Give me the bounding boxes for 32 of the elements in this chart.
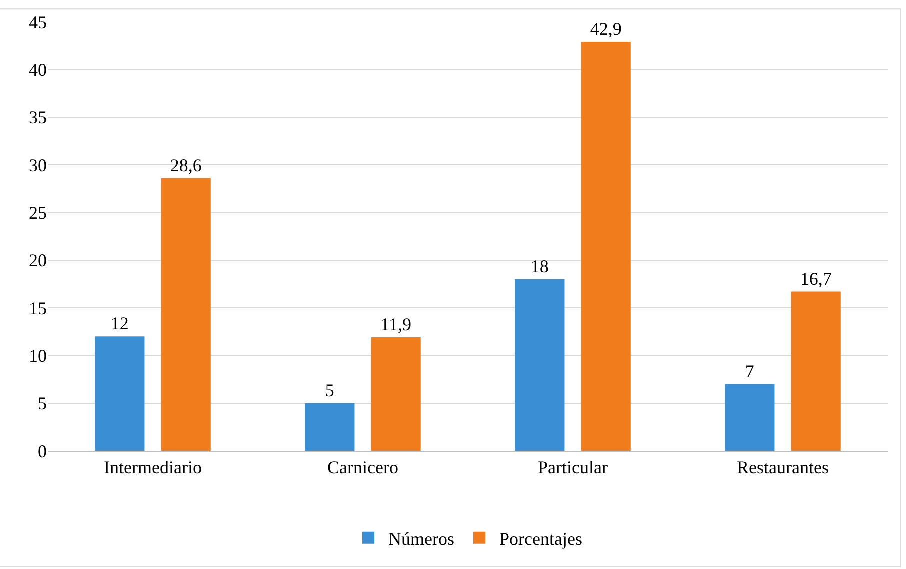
data-label: 5	[325, 380, 334, 400]
bar	[371, 338, 421, 451]
legend-label: Números	[388, 528, 454, 549]
data-label: 18	[530, 256, 549, 276]
legend-label: Porcentajes	[500, 528, 582, 549]
bar	[161, 178, 211, 451]
x-tick-label: Particular	[538, 458, 608, 478]
data-label: 42,9	[590, 19, 622, 40]
data-label: 16,7	[800, 268, 832, 289]
y-tick-label: 0	[38, 441, 47, 462]
data-label: 28,6	[170, 155, 202, 176]
y-tick-label: 35	[29, 108, 47, 128]
y-tick-label: 15	[29, 298, 47, 318]
y-tick-label: 25	[29, 202, 47, 223]
y-tick-label: 30	[29, 155, 47, 176]
bar	[305, 403, 355, 451]
y-tick-label: 40	[29, 60, 47, 80]
bar	[725, 384, 775, 451]
bar	[95, 336, 145, 451]
y-tick-label: 45	[29, 12, 47, 32]
x-tick-label: Intermediario	[104, 458, 202, 478]
data-label: 11,9	[380, 314, 412, 335]
x-tick-label: Restaurantes	[737, 458, 829, 478]
x-tick-label: Carnicero	[328, 458, 398, 478]
bar	[581, 42, 631, 451]
data-label: 12	[110, 314, 129, 334]
y-tick-label: 20	[29, 250, 47, 271]
data-label: 7	[745, 361, 754, 382]
y-tick-label: 10	[29, 346, 47, 366]
bar	[791, 292, 841, 451]
y-tick-label: 5	[38, 394, 47, 414]
bar	[515, 279, 565, 451]
